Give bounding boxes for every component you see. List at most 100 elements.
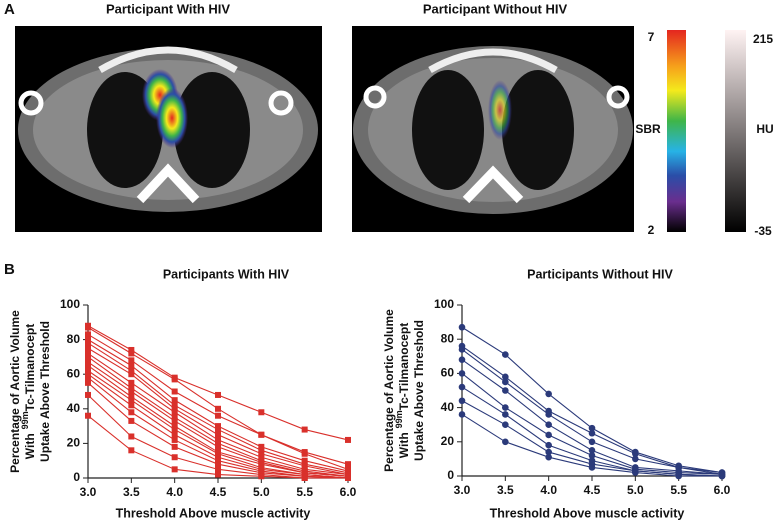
ct-image-left [15, 26, 322, 232]
data-point [85, 391, 91, 398]
data-point [215, 391, 221, 398]
data-point [301, 475, 308, 481]
data-point [458, 383, 466, 391]
image-title: Participant With HIV [106, 1, 230, 16]
data-point [85, 367, 91, 374]
data-point [458, 370, 466, 377]
data-point [128, 433, 135, 440]
data-point [215, 412, 221, 419]
data-point [345, 436, 351, 443]
y-tick-label: 80 [441, 331, 455, 345]
data-point [345, 475, 351, 481]
data-point [215, 436, 221, 443]
data-point [171, 388, 178, 395]
x-tick-label: 3.5 [497, 483, 514, 497]
data-point [545, 448, 552, 456]
data-point [502, 387, 509, 394]
data-point [215, 443, 221, 450]
y-axis-label: Percentage of Aortic Volume [8, 310, 22, 473]
data-point [215, 450, 221, 457]
data-point [588, 464, 596, 471]
y-axis-label: Uptake Above Threshold [412, 320, 426, 461]
data-point [85, 336, 91, 343]
colorbar-min: -35 [754, 224, 772, 238]
data-point [215, 457, 221, 464]
data-point [171, 376, 178, 383]
data-point [215, 466, 221, 473]
data-point [85, 345, 91, 352]
data-point [128, 388, 135, 395]
x-tick-label: 4.5 [210, 485, 227, 499]
colorbar-max: 215 [753, 32, 773, 46]
data-point [128, 409, 135, 416]
data-point [502, 421, 509, 429]
panel-label: B [4, 261, 15, 278]
data-point [588, 424, 596, 432]
x-axis-label: Threshold Above muscle activity [116, 506, 311, 520]
data-point [258, 461, 265, 468]
y-tick-label: 80 [67, 332, 81, 346]
data-point [85, 362, 91, 369]
chart-title: Participants With HIV [163, 267, 290, 281]
data-point [128, 417, 135, 424]
data-point [258, 447, 265, 454]
y-tick-label: 0 [447, 468, 454, 482]
data-point [85, 353, 91, 360]
data-point [301, 450, 308, 457]
data-point [215, 405, 221, 412]
data-point [258, 409, 265, 416]
data-point [128, 379, 135, 386]
data-point [171, 431, 178, 438]
x-tick-label: 6.0 [340, 485, 357, 499]
y-tick-label: 100 [434, 297, 454, 311]
data-point [171, 454, 178, 461]
data-point [458, 411, 466, 418]
x-tick-label: 5.5 [670, 483, 687, 497]
data-point [215, 454, 221, 461]
data-point [171, 426, 178, 433]
data-point [128, 362, 135, 369]
x-tick-label: 6.0 [714, 483, 731, 497]
y-tick-label: 0 [73, 470, 80, 484]
data-point [545, 441, 552, 449]
data-point [215, 426, 221, 433]
data-point [588, 438, 596, 446]
sbr-colorbar [667, 30, 686, 232]
data-point [171, 409, 178, 416]
data-point [458, 397, 466, 405]
data-point [215, 440, 221, 447]
data-point [85, 324, 91, 331]
data-point [458, 346, 466, 353]
y-axis-label-part: Tc-Tilmanocept [397, 323, 411, 411]
data-point [85, 379, 91, 386]
data-point [85, 340, 91, 347]
data-point [215, 471, 221, 478]
x-tick-label: 5.5 [296, 485, 313, 499]
data-point [85, 331, 91, 338]
data-point [545, 390, 552, 398]
data-point [128, 350, 135, 357]
y-axis-label: With 99mTc-Tilmanocept [394, 323, 411, 458]
data-point [85, 412, 91, 419]
data-point [632, 469, 639, 476]
data-point [502, 411, 509, 418]
y-tick-label: 20 [441, 434, 455, 448]
data-point [588, 429, 596, 437]
data-point [85, 371, 91, 378]
data-point [215, 431, 221, 438]
data-point [588, 447, 596, 454]
image-title: Participant Without HIV [423, 1, 568, 16]
data-point [258, 450, 265, 457]
x-tick-label: 5.0 [627, 483, 644, 497]
data-point [502, 438, 509, 446]
data-point [345, 461, 351, 468]
data-point [128, 447, 135, 454]
y-axis-label-part: With [397, 432, 411, 458]
x-tick-label: 4.0 [166, 485, 183, 499]
y-tick-label: 100 [60, 297, 80, 311]
data-point [128, 393, 135, 400]
data-point [128, 357, 135, 364]
colorbar-max: 7 [648, 30, 655, 44]
data-point [502, 404, 509, 411]
